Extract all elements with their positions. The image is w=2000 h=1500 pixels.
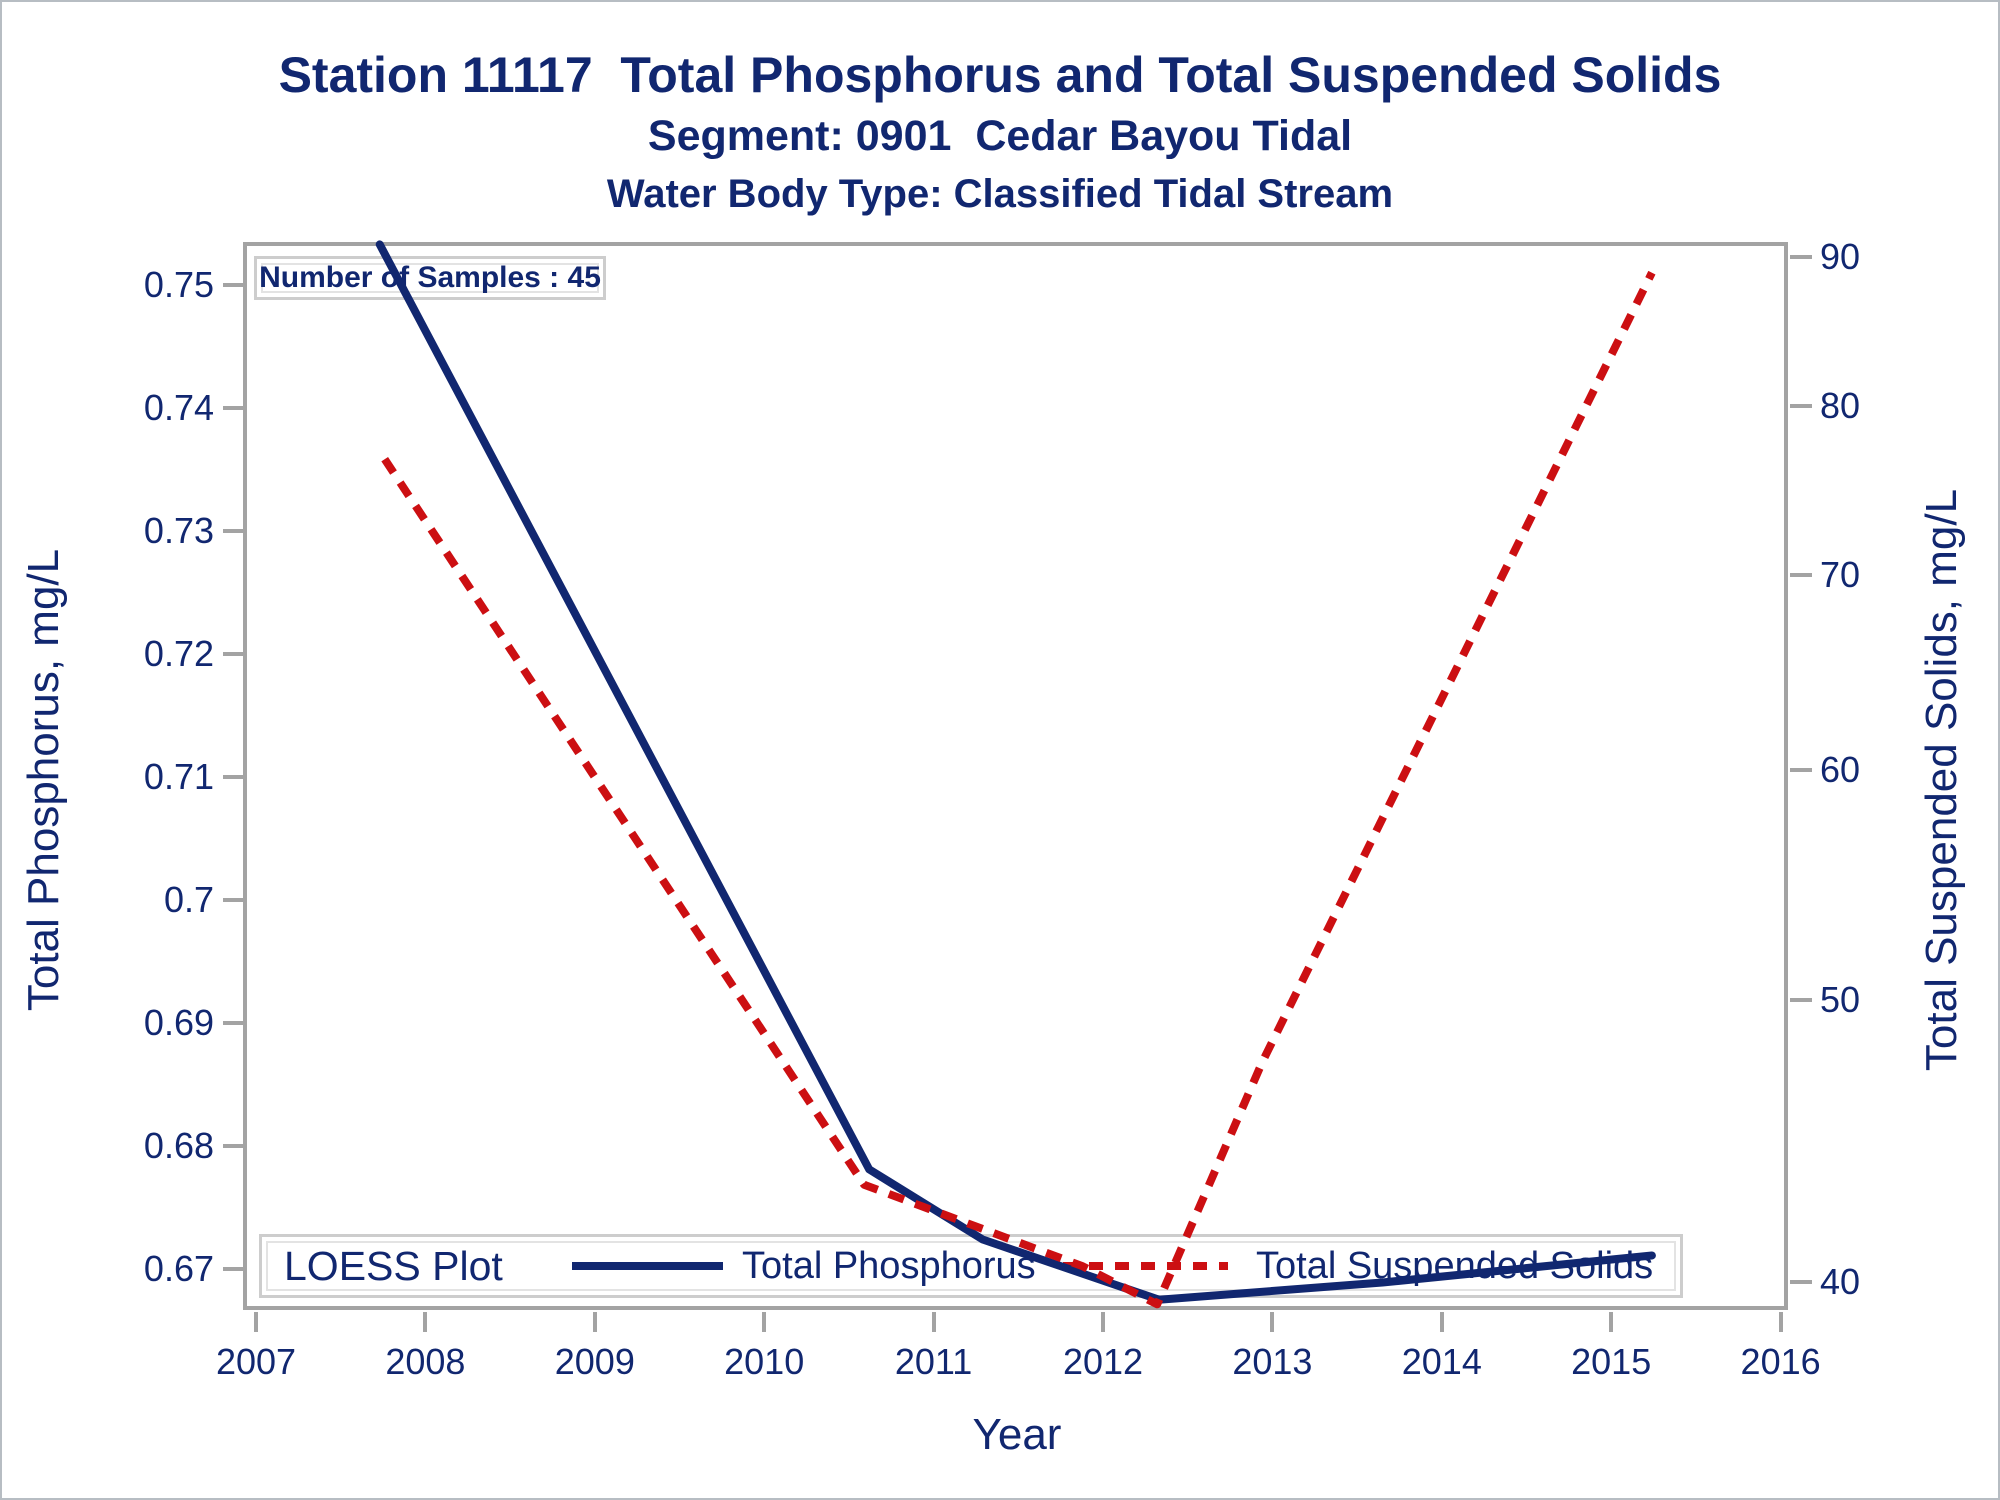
x-tick [931, 1312, 936, 1332]
x-tick-label: 2010 [724, 1341, 805, 1382]
legend-dashed-line-swatch [1063, 1262, 1228, 1270]
x-tick-label: 2009 [554, 1341, 635, 1382]
y-left-tick-label: 0.75 [143, 264, 214, 305]
chart-subtitle-2: Water Body Type: Classified Tidal Stream [606, 172, 1394, 216]
x-axis-title: Year [972, 1410, 1062, 1459]
x-tick-label: 2014 [1401, 1341, 1482, 1382]
x-tick-label: 2007 [215, 1341, 297, 1382]
y-left-tick [223, 529, 245, 533]
x-tick [1609, 1312, 1614, 1332]
x-tick-label: 2011 [894, 1341, 973, 1382]
x-tick-label: 2012 [1062, 1341, 1144, 1382]
y-left-tick [223, 406, 245, 410]
y-right-tick-label: 60 [1820, 748, 1861, 790]
x-tick [1270, 1312, 1275, 1332]
x-tick-label: 2013 [1232, 1341, 1313, 1382]
y-left-tick-label: 0.69 [143, 1002, 214, 1043]
y-right-tick [1790, 767, 1812, 772]
y-right-tick [1790, 1280, 1812, 1284]
legend-label-total-phosphorus: Total Phosphorus [742, 1245, 1036, 1287]
y-left-tick [223, 283, 245, 287]
x-tick-label: 2016 [1740, 1341, 1821, 1382]
x-tick [1778, 1312, 1783, 1332]
x-tick-label: 2015 [1571, 1341, 1652, 1382]
y-left-axis-title: Total Phosphorus, mg/L [19, 548, 68, 1012]
chart-title: Station 11117 Total Phosphorus and Total… [278, 47, 1722, 103]
y-left-tick-label: 0.7 [163, 879, 214, 920]
chart-subtitle: Segment: 0901 Cedar Bayou Tidal [647, 112, 1353, 160]
legend-label-total-suspended-solids: Total Suspended Solids [1256, 1245, 1654, 1287]
x-tick [762, 1312, 767, 1332]
x-tick [592, 1312, 597, 1332]
y-right-tick [1790, 997, 1812, 1002]
y-left-tick-label: 0.74 [143, 387, 214, 428]
y-right-tick-label: 80 [1820, 385, 1861, 426]
y-right-axis-title: Total Suspended Solids, mg/L [1917, 488, 1966, 1072]
y-right-tick-label: 70 [1820, 553, 1861, 595]
y-left-tick [223, 775, 245, 779]
sample-count-box: Number of Samples : 45 [254, 256, 606, 300]
y-left-tick-label: 0.73 [143, 510, 214, 551]
y-right-tick-label: 90 [1820, 236, 1861, 278]
legend-title: LOESS Plot [284, 1243, 503, 1289]
plot-area [243, 242, 1788, 1310]
legend: LOESS Plot Total Phosphorus Total Suspen… [259, 1234, 1683, 1298]
y-left-tick [223, 1267, 245, 1271]
y-left-tick [223, 1021, 245, 1025]
y-right-tick-label: 40 [1820, 1261, 1861, 1302]
y-right-tick [1790, 572, 1812, 577]
y-left-tick-label: 0.72 [143, 633, 214, 674]
y-right-tick [1790, 255, 1812, 260]
legend-solid-line-swatch [572, 1262, 723, 1270]
x-tick [1439, 1312, 1444, 1332]
y-left-tick [223, 1144, 245, 1148]
y-right-tick-label: 50 [1820, 978, 1861, 1020]
y-left-tick-label: 0.71 [143, 756, 214, 797]
y-left-tick [223, 898, 245, 902]
y-left-tick-label: 0.68 [143, 1125, 214, 1166]
x-tick-label: 2008 [385, 1341, 466, 1382]
y-left-tick-label: 0.67 [143, 1248, 214, 1289]
x-tick [1101, 1312, 1105, 1332]
y-left-tick [223, 652, 245, 656]
x-tick [423, 1312, 428, 1332]
y-right-tick [1790, 404, 1812, 408]
x-tick [254, 1312, 258, 1332]
sample-count-text: Number of Samples : 45 [259, 261, 601, 294]
